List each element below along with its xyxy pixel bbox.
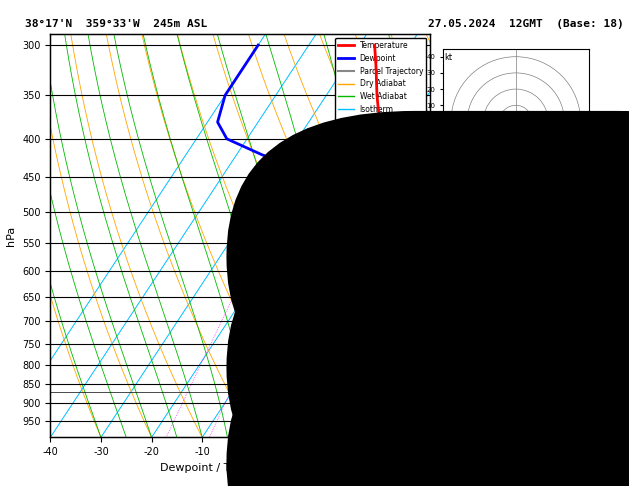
Text: θₑ (K): θₑ (K) — [421, 399, 457, 409]
Text: Lifted Index: Lifted Index — [421, 319, 492, 330]
Text: 25: 25 — [425, 351, 434, 357]
Text: kt: kt — [445, 53, 453, 63]
Text: 6: 6 — [356, 268, 360, 274]
Text: Temp (°C): Temp (°C) — [421, 273, 474, 283]
Text: θₑ(K): θₑ(K) — [421, 304, 451, 314]
Text: 34: 34 — [528, 430, 540, 440]
Text: 27.05.2024  12GMT  (Base: 18): 27.05.2024 12GMT (Base: 18) — [428, 19, 623, 30]
Text: 320: 320 — [528, 304, 546, 314]
Text: EH: EH — [421, 478, 433, 486]
Text: 2: 2 — [528, 319, 534, 330]
Text: 2: 2 — [284, 268, 289, 274]
Text: LCL: LCL — [433, 388, 448, 397]
Text: 28: 28 — [528, 209, 540, 219]
Text: 36: 36 — [528, 478, 540, 486]
Text: K: K — [421, 209, 427, 219]
Text: PW (cm): PW (cm) — [421, 240, 462, 250]
Text: CAPE (J): CAPE (J) — [421, 430, 469, 440]
Text: 15: 15 — [420, 268, 428, 274]
Text: Surface: Surface — [447, 257, 487, 267]
Text: 12.6: 12.6 — [528, 288, 552, 298]
Text: 20: 20 — [528, 445, 540, 455]
Legend: Temperature, Dewpoint, Parcel Trajectory, Dry Adiabat, Wet Adiabat, Isotherm, Mi: Temperature, Dewpoint, Parcel Trajectory… — [335, 38, 426, 130]
Text: 38°17'N  359°33'W  245m ASL: 38°17'N 359°33'W 245m ASL — [25, 19, 208, 30]
Text: 1: 1 — [243, 268, 248, 274]
Text: Hodograph: Hodograph — [447, 463, 499, 472]
Text: 3: 3 — [310, 268, 314, 274]
Y-axis label: hPa: hPa — [6, 226, 16, 246]
Text: © weatheronline.co.uk: © weatheronline.co.uk — [262, 472, 367, 481]
Text: Pressure (mb): Pressure (mb) — [421, 383, 498, 393]
Text: Lifted Index: Lifted Index — [421, 414, 492, 424]
Text: 8: 8 — [376, 268, 381, 274]
Text: Dewp (°C): Dewp (°C) — [421, 288, 474, 298]
Text: 325: 325 — [528, 399, 546, 409]
Text: 0: 0 — [528, 350, 534, 361]
X-axis label: Dewpoint / Temperature (°C): Dewpoint / Temperature (°C) — [160, 463, 320, 473]
Text: 10: 10 — [389, 268, 399, 274]
Text: 20: 20 — [528, 273, 540, 283]
Text: 50: 50 — [528, 225, 540, 235]
Text: Most Unstable: Most Unstable — [447, 367, 523, 378]
Text: 0: 0 — [528, 335, 534, 345]
Text: CIN (J): CIN (J) — [421, 350, 462, 361]
Text: -0: -0 — [528, 414, 540, 424]
Text: Totals Totals: Totals Totals — [421, 225, 498, 235]
Text: 750: 750 — [528, 383, 546, 393]
Text: CAPE (J): CAPE (J) — [421, 335, 469, 345]
Text: 4: 4 — [328, 268, 333, 274]
Text: 2.37: 2.37 — [528, 240, 552, 250]
Text: CIN (J): CIN (J) — [421, 445, 462, 455]
Y-axis label: Mixing Ratio (g/kg): Mixing Ratio (g/kg) — [447, 196, 456, 276]
Text: 20: 20 — [425, 307, 434, 313]
